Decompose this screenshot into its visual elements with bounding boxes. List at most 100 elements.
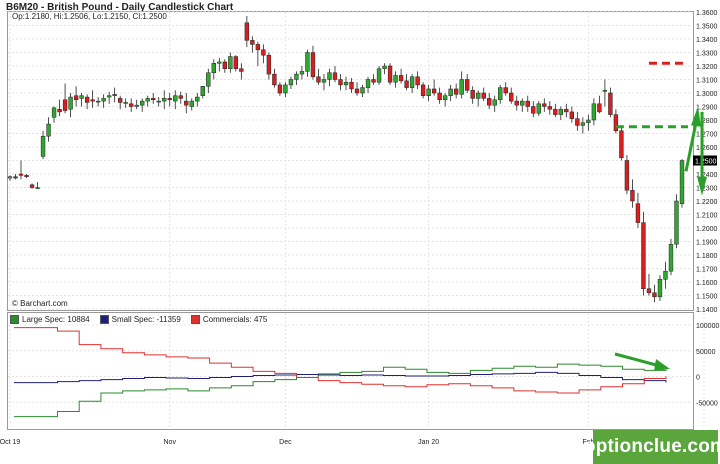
up-arrow-head bbox=[691, 106, 701, 127]
candle bbox=[569, 106, 575, 123]
candle bbox=[558, 106, 563, 120]
candle bbox=[233, 55, 239, 72]
candle bbox=[140, 98, 145, 112]
price-y-tick-label: 1.2200 bbox=[696, 199, 718, 206]
candle-body bbox=[641, 222, 646, 290]
candle bbox=[29, 183, 35, 189]
price-y-tick-label: 1.1600 bbox=[696, 280, 718, 287]
candle-body bbox=[398, 75, 404, 82]
candle bbox=[288, 76, 294, 89]
candle bbox=[95, 97, 101, 107]
price-y-tick-label: 1.3500 bbox=[696, 24, 718, 31]
candle-body bbox=[239, 68, 244, 72]
candle bbox=[619, 125, 624, 161]
candle bbox=[553, 103, 558, 118]
candle bbox=[222, 59, 227, 73]
candle bbox=[591, 98, 597, 126]
candle bbox=[305, 49, 310, 77]
price-y-tick-label: 1.3300 bbox=[696, 51, 718, 58]
candle-body bbox=[536, 103, 541, 114]
candle-body bbox=[283, 84, 288, 94]
candle bbox=[586, 114, 591, 131]
candle-body bbox=[365, 79, 371, 88]
candle bbox=[255, 41, 261, 66]
candle-body bbox=[327, 72, 332, 80]
candle-body bbox=[404, 80, 409, 88]
candle-body bbox=[255, 44, 261, 51]
candle-body bbox=[652, 292, 657, 298]
candle-body bbox=[46, 123, 51, 137]
candle bbox=[151, 93, 156, 104]
candle-body bbox=[151, 98, 156, 101]
price-y-tick-label: 1.2000 bbox=[696, 226, 718, 233]
x-tick-label: Oct 19 bbox=[0, 439, 20, 446]
candle-body bbox=[24, 175, 29, 177]
candle bbox=[134, 99, 139, 110]
candle bbox=[376, 66, 382, 85]
candle-body bbox=[575, 118, 580, 126]
candle bbox=[244, 16, 250, 48]
candle-body bbox=[569, 111, 575, 119]
price-y-tick-label: 1.3600 bbox=[696, 10, 718, 17]
candle bbox=[228, 52, 233, 73]
candle bbox=[360, 84, 365, 98]
candle bbox=[294, 71, 299, 85]
candle bbox=[580, 117, 586, 134]
candle-body bbox=[95, 100, 101, 103]
candle bbox=[503, 82, 508, 96]
candle bbox=[316, 68, 321, 85]
down-arrow-head bbox=[697, 176, 707, 196]
candle-body bbox=[35, 187, 40, 189]
candle bbox=[674, 194, 679, 249]
watermark: © Barchart.com bbox=[12, 299, 68, 308]
candle bbox=[398, 68, 404, 84]
price-y-tick-label: 1.2700 bbox=[696, 132, 718, 139]
candle bbox=[465, 74, 470, 93]
candle bbox=[13, 174, 18, 180]
candle-body bbox=[200, 86, 205, 96]
candle-body bbox=[189, 100, 194, 107]
candle bbox=[652, 284, 657, 303]
candle bbox=[442, 93, 448, 107]
candle bbox=[310, 45, 316, 80]
candle bbox=[106, 91, 112, 104]
legend-small-spec-swatch bbox=[99, 314, 109, 324]
candle-body bbox=[145, 98, 150, 102]
candle bbox=[117, 95, 123, 110]
candle bbox=[602, 79, 608, 107]
candle-body bbox=[117, 98, 123, 103]
candle bbox=[206, 68, 211, 93]
candle-body bbox=[272, 73, 277, 86]
candle-body bbox=[7, 176, 13, 179]
cot-series-line bbox=[14, 327, 667, 394]
candle-body bbox=[525, 100, 530, 107]
candle bbox=[646, 273, 652, 296]
candle bbox=[200, 86, 205, 99]
candle-body bbox=[13, 176, 18, 179]
candle-body bbox=[178, 95, 183, 99]
candle-body bbox=[18, 173, 24, 176]
candle-body bbox=[206, 72, 211, 87]
candle-body bbox=[558, 108, 563, 115]
candle-body bbox=[305, 52, 310, 72]
up-arrow-shaft bbox=[684, 122, 698, 172]
cot-legend: Large Spec: 10884 Small Spec: -11359 Com… bbox=[10, 314, 277, 324]
price-y-tick-label: 1.2900 bbox=[696, 105, 718, 112]
candle bbox=[189, 98, 194, 111]
candle bbox=[112, 87, 117, 103]
price-y-tick-label: 1.3200 bbox=[696, 64, 718, 71]
cot-gridlines bbox=[8, 313, 705, 428]
candle bbox=[624, 155, 630, 195]
candle bbox=[178, 91, 183, 104]
candle bbox=[641, 211, 646, 296]
candle-body bbox=[487, 98, 492, 106]
candle-body bbox=[90, 99, 95, 102]
candle-body bbox=[674, 200, 679, 245]
candle bbox=[393, 71, 398, 88]
candle-body bbox=[635, 203, 641, 223]
candle-body bbox=[184, 100, 189, 106]
candle-body bbox=[195, 96, 200, 102]
candle-body bbox=[608, 92, 613, 115]
price-gridlines bbox=[8, 11, 705, 310]
candle-body bbox=[51, 107, 57, 118]
